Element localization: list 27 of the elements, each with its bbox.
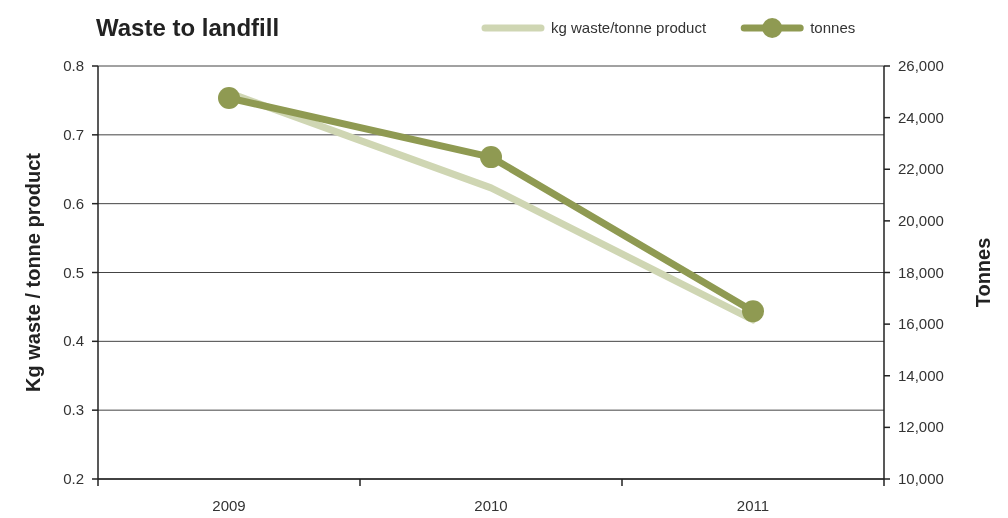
y-tick-label: 0.6 bbox=[63, 194, 84, 212]
y-tick-label: 0.2 bbox=[63, 470, 84, 487]
y-tick-label: 0.4 bbox=[63, 332, 84, 350]
chart-title: Waste to landfill bbox=[96, 14, 280, 41]
y2-tick-label: 24,000 bbox=[898, 108, 944, 126]
y-tick-label: 0.8 bbox=[63, 57, 84, 74]
y2-tick-label: 20,000 bbox=[898, 211, 944, 229]
y2-tick-label: 16,000 bbox=[898, 315, 944, 333]
y2-tick-label: 26,000 bbox=[898, 57, 944, 74]
y-axis-title: Kg waste / tonne product bbox=[22, 152, 44, 392]
point bbox=[742, 300, 764, 323]
x-tick-label: 2011 bbox=[736, 497, 770, 514]
y-tick-label: 0.5 bbox=[63, 263, 84, 281]
y2-tick-label: 12,000 bbox=[898, 418, 944, 436]
y2-axis-title: Tonnes bbox=[972, 237, 994, 308]
y2-tick-label: 10,000 bbox=[898, 470, 944, 487]
x-tick-label: 2009 bbox=[212, 497, 246, 514]
point bbox=[218, 87, 240, 110]
y2-tick-label: 22,000 bbox=[898, 160, 944, 178]
y-tick-label: 0.7 bbox=[63, 125, 84, 143]
x-tick-label: 2010 bbox=[474, 497, 508, 514]
y2-tick-label: 18,000 bbox=[898, 263, 944, 281]
point bbox=[480, 146, 502, 169]
y-tick-label: 0.3 bbox=[63, 401, 84, 419]
y2-tick-label: 14,000 bbox=[898, 366, 944, 384]
legend-label: tonnes bbox=[810, 19, 856, 36]
legend-label: kg waste/tonne product bbox=[551, 19, 707, 36]
